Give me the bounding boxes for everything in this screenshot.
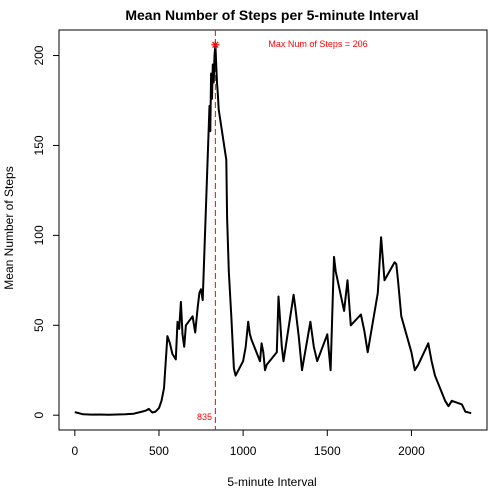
max-interval-label: 835 [197, 412, 212, 422]
max-point-marker [211, 40, 220, 49]
y-axis: 0 50 100 150 200 [32, 45, 60, 419]
x-tick-label: 500 [149, 444, 169, 458]
x-tick-label: 0 [71, 444, 78, 458]
x-tick-label: 2000 [398, 444, 425, 458]
y-tick-label: 50 [32, 318, 46, 332]
x-tick-label: 1500 [314, 444, 341, 458]
plot-frame [58, 29, 488, 431]
y-tick-label: 200 [32, 45, 46, 65]
x-axis: 0 500 1000 1500 2000 [71, 429, 425, 458]
chart-title: Mean Number of Steps per 5-minute Interv… [125, 7, 418, 23]
y-tick-label: 0 [32, 412, 46, 419]
max-point-marker-stroke [212, 41, 219, 48]
y-tick-label: 150 [32, 135, 46, 155]
plot-layer [74, 30, 472, 430]
x-axis-label: 5-minute Interval [227, 475, 316, 489]
y-axis-label: Mean Number of Steps [2, 166, 16, 289]
x-tick-label: 1000 [230, 444, 257, 458]
mean-steps-series-line [74, 43, 472, 416]
max-steps-annotation: Max Num of Steps = 206 [268, 39, 367, 49]
y-tick-label: 100 [32, 225, 46, 245]
